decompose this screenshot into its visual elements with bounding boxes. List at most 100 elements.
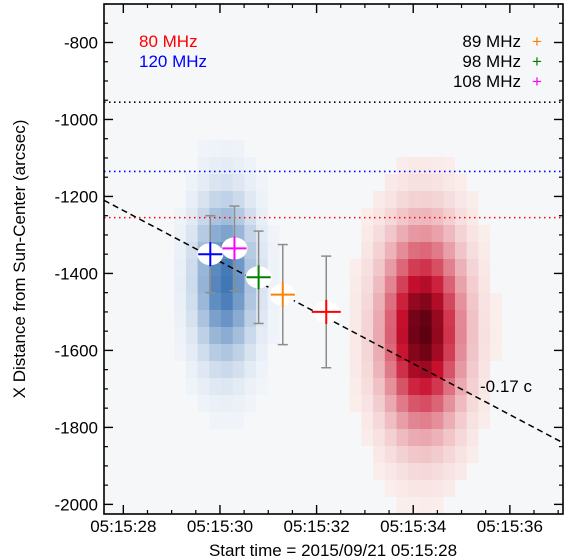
heatmap-cell — [490, 327, 503, 345]
heatmap-cell — [197, 276, 210, 294]
heatmap-cell — [127, 38, 140, 56]
heatmap-cell — [302, 174, 315, 192]
heatmap-cell — [384, 378, 397, 396]
heatmap-cell — [501, 497, 514, 514]
heatmap-cell — [455, 497, 468, 514]
heatmap-cell — [197, 157, 210, 175]
heatmap-cell — [501, 208, 514, 226]
heatmap-cell — [221, 463, 234, 481]
heatmap-cell — [150, 463, 163, 481]
heatmap-cell — [373, 123, 386, 141]
heatmap-cell — [466, 157, 479, 175]
heatmap-cell — [525, 174, 538, 192]
heatmap-cell — [431, 429, 444, 447]
heatmap-cell — [127, 72, 140, 90]
heatmap-cell — [338, 463, 351, 481]
heatmap-cell — [185, 463, 198, 481]
heatmap-cell — [525, 72, 538, 90]
heatmap-cell — [396, 412, 409, 430]
heatmap-cell — [221, 412, 234, 430]
heatmap-cell — [490, 480, 503, 498]
x-tick-label: 05:15:36 — [477, 517, 543, 536]
heatmap-cell — [127, 293, 140, 311]
heatmap-cell — [185, 429, 198, 447]
heatmap-cell — [174, 106, 187, 124]
heatmap-cell — [197, 497, 210, 514]
heatmap-cell — [361, 361, 374, 379]
heatmap-cell — [197, 412, 210, 430]
heatmap-cell — [443, 327, 456, 345]
heatmap-cell — [419, 446, 432, 464]
heatmap-cell — [349, 327, 362, 345]
heatmap-cell — [560, 123, 563, 141]
heatmap-cell — [291, 225, 304, 243]
heatmap-cell — [115, 140, 128, 158]
heatmap-cell — [455, 21, 468, 39]
heatmap-cell — [525, 123, 538, 141]
heatmap-cell — [373, 276, 386, 294]
heatmap-cell — [513, 225, 526, 243]
heatmap-cell — [197, 72, 210, 90]
heatmap-cell — [548, 497, 561, 514]
heatmap-cell — [221, 327, 234, 345]
heatmap-cell — [302, 361, 315, 379]
heatmap-cell — [525, 140, 538, 158]
heatmap-cell — [115, 378, 128, 396]
heatmap-cell — [104, 276, 117, 294]
heatmap-cell — [232, 208, 245, 226]
heatmap-cell — [419, 463, 432, 481]
heatmap-cell — [361, 157, 374, 175]
heatmap-cell — [513, 378, 526, 396]
heatmap-cell — [314, 225, 327, 243]
heatmap-cell — [279, 310, 292, 328]
heatmap-cell — [326, 72, 339, 90]
heatmap-cell — [127, 463, 140, 481]
heatmap-cell — [174, 463, 187, 481]
heatmap-cell — [314, 344, 327, 362]
heatmap-cell — [455, 123, 468, 141]
heatmap-cell — [174, 123, 187, 141]
heatmap-cell — [209, 378, 222, 396]
heatmap-cell — [127, 480, 140, 498]
heatmap-cell — [185, 344, 198, 362]
heatmap-cell — [373, 378, 386, 396]
heatmap-cell — [513, 412, 526, 430]
heatmap-cell — [419, 106, 432, 124]
heatmap-cell — [115, 497, 128, 514]
heatmap-cell — [361, 140, 374, 158]
heatmap-cell — [396, 429, 409, 447]
heatmap-cell — [548, 157, 561, 175]
heatmap-cell — [221, 497, 234, 514]
heatmap-cell — [466, 191, 479, 209]
heatmap-cell — [349, 429, 362, 447]
heatmap-cell — [396, 174, 409, 192]
heatmap-cell — [150, 480, 163, 498]
heatmap-cell — [536, 242, 549, 260]
heatmap-cell — [150, 293, 163, 311]
heatmap-cell — [232, 361, 245, 379]
heatmap-cell — [419, 140, 432, 158]
heatmap-cell — [478, 446, 491, 464]
heatmap-cell — [384, 4, 397, 22]
heatmap-cell — [408, 310, 421, 328]
heatmap-cell — [466, 72, 479, 90]
heatmap-cell — [419, 191, 432, 209]
heatmap-cell — [396, 276, 409, 294]
heatmap-cell — [361, 174, 374, 192]
heatmap-cell — [525, 361, 538, 379]
heatmap-cell — [326, 208, 339, 226]
heatmap-cell — [150, 55, 163, 73]
heatmap-cell — [443, 21, 456, 39]
heatmap-cell — [267, 174, 280, 192]
heatmap-cell — [466, 140, 479, 158]
heatmap-cell — [548, 276, 561, 294]
heatmap-cell — [419, 497, 432, 514]
heatmap-cell — [396, 208, 409, 226]
heatmap-cell — [279, 327, 292, 345]
heatmap-cell — [338, 395, 351, 413]
heatmap-cell — [197, 55, 210, 73]
heatmap-cell — [501, 21, 514, 39]
y-tick-label: -1800 — [55, 418, 98, 437]
heatmap-cell — [490, 412, 503, 430]
heatmap-cell — [513, 174, 526, 192]
